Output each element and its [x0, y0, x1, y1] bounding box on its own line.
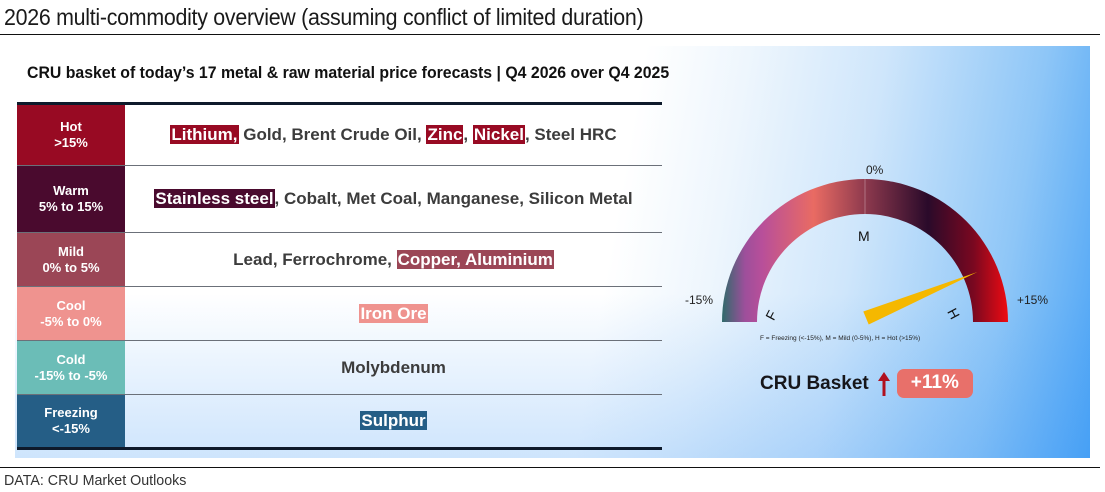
- basket-summary: CRU Basket +11%: [760, 369, 973, 398]
- highlighted-commodity: Nickel: [472, 125, 525, 144]
- category-name: Mild: [58, 243, 84, 259]
- gauge-svg: F M H: [722, 179, 1008, 325]
- title-divider: [0, 34, 1100, 35]
- commodity-list-freezing: Sulphur: [125, 395, 662, 447]
- category-name: Hot: [60, 119, 82, 134]
- category-label-cool: Cool -5% to 0%: [17, 287, 125, 340]
- footer-divider: [0, 467, 1100, 468]
- category-range: >15%: [54, 135, 88, 150]
- basket-value-badge: +11%: [896, 369, 973, 398]
- commodity-list-warm: Stainless steel, Cobalt, Met Coal, Manga…: [125, 166, 662, 232]
- commodity-list-cool: Iron Ore: [125, 287, 662, 340]
- commodity-list-mild: Lead, Ferrochrome, Copper, Aluminium: [125, 233, 662, 286]
- table-row-cool: Cool -5% to 0% Iron Ore: [17, 287, 662, 341]
- category-range: -15% to -5%: [34, 367, 108, 383]
- table-row-warm: Warm 5% to 15% Stainless steel, Cobalt, Me…: [17, 166, 662, 233]
- category-name: Warm: [53, 183, 89, 198]
- gauge-mid-label: 0%: [866, 163, 884, 177]
- category-range: 0% to 5%: [42, 259, 100, 275]
- commodity-category-table: Hot >15% Lithium, Gold, Brent Crude Oil, Z…: [17, 102, 662, 450]
- gauge-min-label: -15%: [685, 293, 714, 307]
- category-label-hot: Hot >15%: [17, 105, 125, 165]
- table-row-hot: Hot >15% Lithium, Gold, Brent Crude Oil, Z…: [17, 105, 662, 166]
- commodity-list-hot: Lithium, Gold, Brent Crude Oil, Zinc, Ni…: [125, 105, 662, 165]
- category-label-cold: Cold -15% to -5%: [17, 341, 125, 394]
- page-title: 2026 multi-commodity overview (assuming …: [4, 4, 644, 30]
- category-range: <-15%: [52, 421, 90, 436]
- gauge-letter-m: M: [858, 228, 870, 244]
- commodity-text: , Cobalt, Met Coal, Manganese, Silicon M…: [274, 189, 633, 208]
- commodity-text: Molybdenum: [341, 357, 446, 377]
- highlighted-commodity: Copper, Aluminium: [396, 249, 554, 269]
- category-name: Cold: [56, 351, 86, 367]
- highlighted-commodity: Stainless steel: [154, 189, 275, 208]
- gauge-arc: [722, 179, 1008, 322]
- gauge-needle: [863, 272, 978, 325]
- category-label-mild: Mild 0% to 5%: [17, 233, 125, 286]
- highlighted-commodity: Sulphur: [360, 411, 427, 430]
- category-range: 5% to 15%: [38, 199, 104, 214]
- chart-subtitle: CRU basket of today’s 17 metal & raw mat…: [27, 64, 670, 82]
- commodity-text: Gold, Brent Crude Oil,: [238, 125, 427, 144]
- gauge-letter-h: H: [944, 305, 963, 321]
- commodity-text: , Steel HRC: [524, 125, 617, 144]
- gauge-letter-f: F: [762, 308, 780, 323]
- gauge-max-label: +15%: [1017, 293, 1049, 307]
- category-range: -5% to 0%: [40, 313, 102, 329]
- basket-label: CRU Basket: [760, 372, 869, 394]
- gauge-legend-note: F = Freezing (<-15%), M = Mild (0-5%), H…: [760, 335, 921, 342]
- data-source: DATA: CRU Market Outlooks: [4, 472, 187, 489]
- commodity-list-cold: Molybdenum: [125, 341, 662, 394]
- category-name: Freezing: [44, 405, 98, 420]
- table-row-cold: Cold -15% to -5% Molybdenum: [17, 341, 662, 395]
- category-label-freezing: Freezing <-15%: [17, 395, 125, 447]
- highlighted-commodity: Lithium,: [170, 125, 239, 144]
- table-row-freezing: Freezing <-15% Sulphur: [17, 395, 662, 447]
- commodity-text: ,: [463, 125, 473, 144]
- commodity-text: Lead, Ferrochrome,: [233, 249, 397, 269]
- highlighted-commodity: Zinc: [426, 125, 464, 144]
- highlighted-commodity: Iron Ore: [359, 303, 428, 323]
- category-name: Cool: [56, 297, 86, 313]
- arrow-up-icon: [877, 371, 890, 396]
- category-label-warm: Warm 5% to 15%: [17, 166, 125, 232]
- table-row-mild: Mild 0% to 5% Lead, Ferrochrome, Copper, A…: [17, 233, 662, 287]
- basket-gauge: F M H -15% 0% +15%: [680, 140, 1080, 360]
